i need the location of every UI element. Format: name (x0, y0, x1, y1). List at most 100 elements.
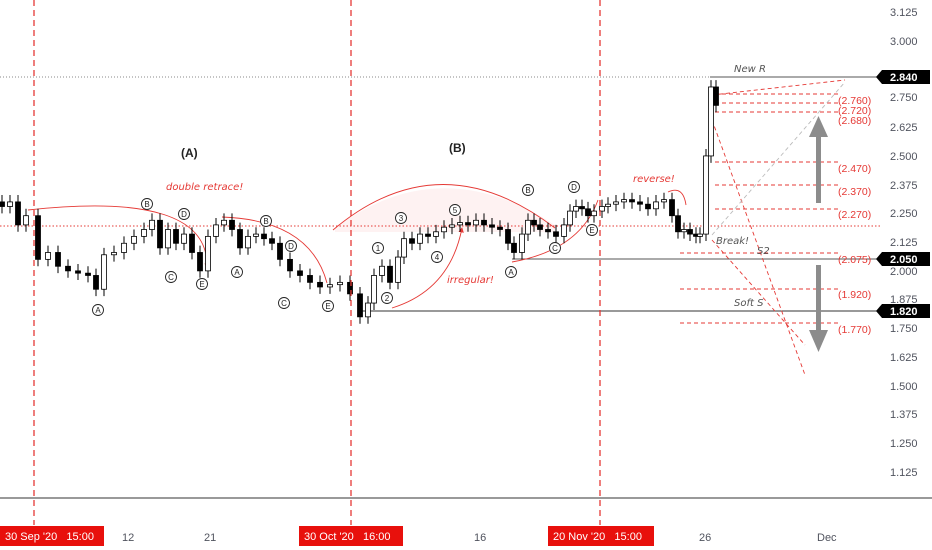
annotation-break: Break! (716, 236, 749, 247)
y-tick: 2.500 (890, 151, 918, 163)
date-marker-3: 20 Nov '20 15:00 (548, 526, 654, 546)
candle-body (395, 256, 401, 283)
candle-body (713, 86, 719, 106)
candle-body (149, 219, 155, 230)
candle-body (0, 201, 5, 207)
wave-circle (285, 240, 297, 252)
candle-body (675, 215, 681, 233)
candle-body (55, 252, 61, 267)
fib-label: (2.720) (838, 105, 871, 117)
date-lines (33, 0, 601, 525)
irregular-arc (391, 227, 464, 309)
candle-body (237, 229, 243, 249)
y-tick: 3.000 (890, 36, 918, 48)
price-tag-2840: 2.840 (876, 70, 930, 84)
candle-body (605, 203, 611, 207)
y-tick: 2.750 (890, 92, 918, 104)
candle-body (371, 275, 377, 304)
candle-body (703, 155, 709, 235)
candle-body (93, 275, 99, 290)
date-marker-1: 30 Sep '20 15:00 (0, 526, 104, 546)
candle-body (645, 203, 651, 210)
x-tick: Dec (817, 532, 837, 544)
x-tick: 26 (699, 532, 711, 544)
wave-circle-label: B (263, 217, 268, 226)
x-axis: 12 21 16 26 Dec (122, 532, 837, 544)
candle-body (245, 235, 251, 249)
fib-label: (1.770) (838, 324, 871, 336)
wave-circle (381, 292, 393, 304)
candle-body (687, 229, 693, 235)
wave-circle (522, 184, 534, 196)
candle-body (337, 281, 343, 286)
fib-label: (1.920) (838, 289, 871, 301)
y-tick: 1.250 (890, 438, 918, 450)
candle-body (519, 233, 525, 253)
fib-lines (680, 93, 840, 324)
candle-body (307, 275, 313, 283)
wave-circle (196, 278, 208, 290)
down-arrow (809, 265, 828, 352)
candle-body (409, 238, 415, 244)
wave-b-shaded-arc (335, 188, 555, 232)
wave-circle (165, 271, 177, 283)
y-tick: 1.750 (890, 323, 918, 335)
double-retrace-arc-2 (221, 216, 328, 284)
candle-body (157, 219, 163, 249)
candle-body (511, 242, 517, 253)
price-tag-label: 2.840 (890, 72, 918, 84)
annotation-s2: S2 (757, 246, 770, 257)
candle-body (497, 226, 503, 230)
candle-body (567, 210, 573, 226)
y-tick: 2.000 (890, 266, 918, 278)
candle-body (531, 219, 537, 226)
candle-body (347, 281, 353, 295)
candle-body (669, 199, 675, 217)
circled-wave-labels: B D C E A A B D C E 1 2 3 4 5 B D C E A (92, 181, 598, 316)
candle-body (189, 233, 195, 253)
y-tick: 1.125 (890, 467, 918, 479)
wave-b-arc-line (332, 184, 556, 231)
candle-body (613, 201, 619, 205)
x-tick: 12 (122, 532, 134, 544)
wave-circle-label: A (95, 306, 101, 315)
annotation-double-retrace: double retrace! (166, 182, 243, 193)
candle-body (653, 201, 659, 210)
candle-body (287, 258, 293, 272)
wave-circle (178, 208, 190, 220)
wave-circle-label: D (181, 210, 187, 219)
candle-body (15, 201, 21, 226)
double-retrace-arc (27, 205, 210, 269)
candle-body (357, 293, 363, 318)
candle-body (317, 281, 323, 288)
candle-body (379, 265, 385, 276)
candle-body (269, 238, 275, 244)
candle-body (591, 210, 597, 217)
candle-body (599, 206, 605, 212)
projection-lines (711, 79, 846, 376)
candle-body (387, 265, 393, 283)
candle-body (165, 229, 171, 249)
candle-body (681, 229, 687, 233)
wave-circle-label: E (325, 302, 330, 311)
annotation-new-r: New R (734, 64, 766, 75)
price-tag-label: 1.820 (890, 306, 918, 318)
wave-circle-label: D (288, 242, 294, 251)
candle-body (327, 284, 333, 288)
date-marker-label: 30 Sep '20 15:00 (5, 531, 94, 543)
candle-body (75, 270, 81, 274)
wave-circle-label: C (168, 273, 174, 282)
wave-circle-label: E (199, 280, 204, 289)
wave-circle (549, 242, 561, 254)
x-tick: 16 (474, 532, 486, 544)
fib-label: (2.075) (838, 254, 871, 266)
candle-body (181, 233, 187, 244)
wave-circle (505, 266, 517, 278)
x-tick: 21 (204, 532, 216, 544)
y-tick: 2.250 (890, 208, 918, 220)
candle-body (561, 224, 567, 237)
fib-label: (2.470) (838, 163, 871, 175)
price-tag-label: 2.050 (890, 254, 918, 266)
wave-circle (586, 224, 598, 236)
